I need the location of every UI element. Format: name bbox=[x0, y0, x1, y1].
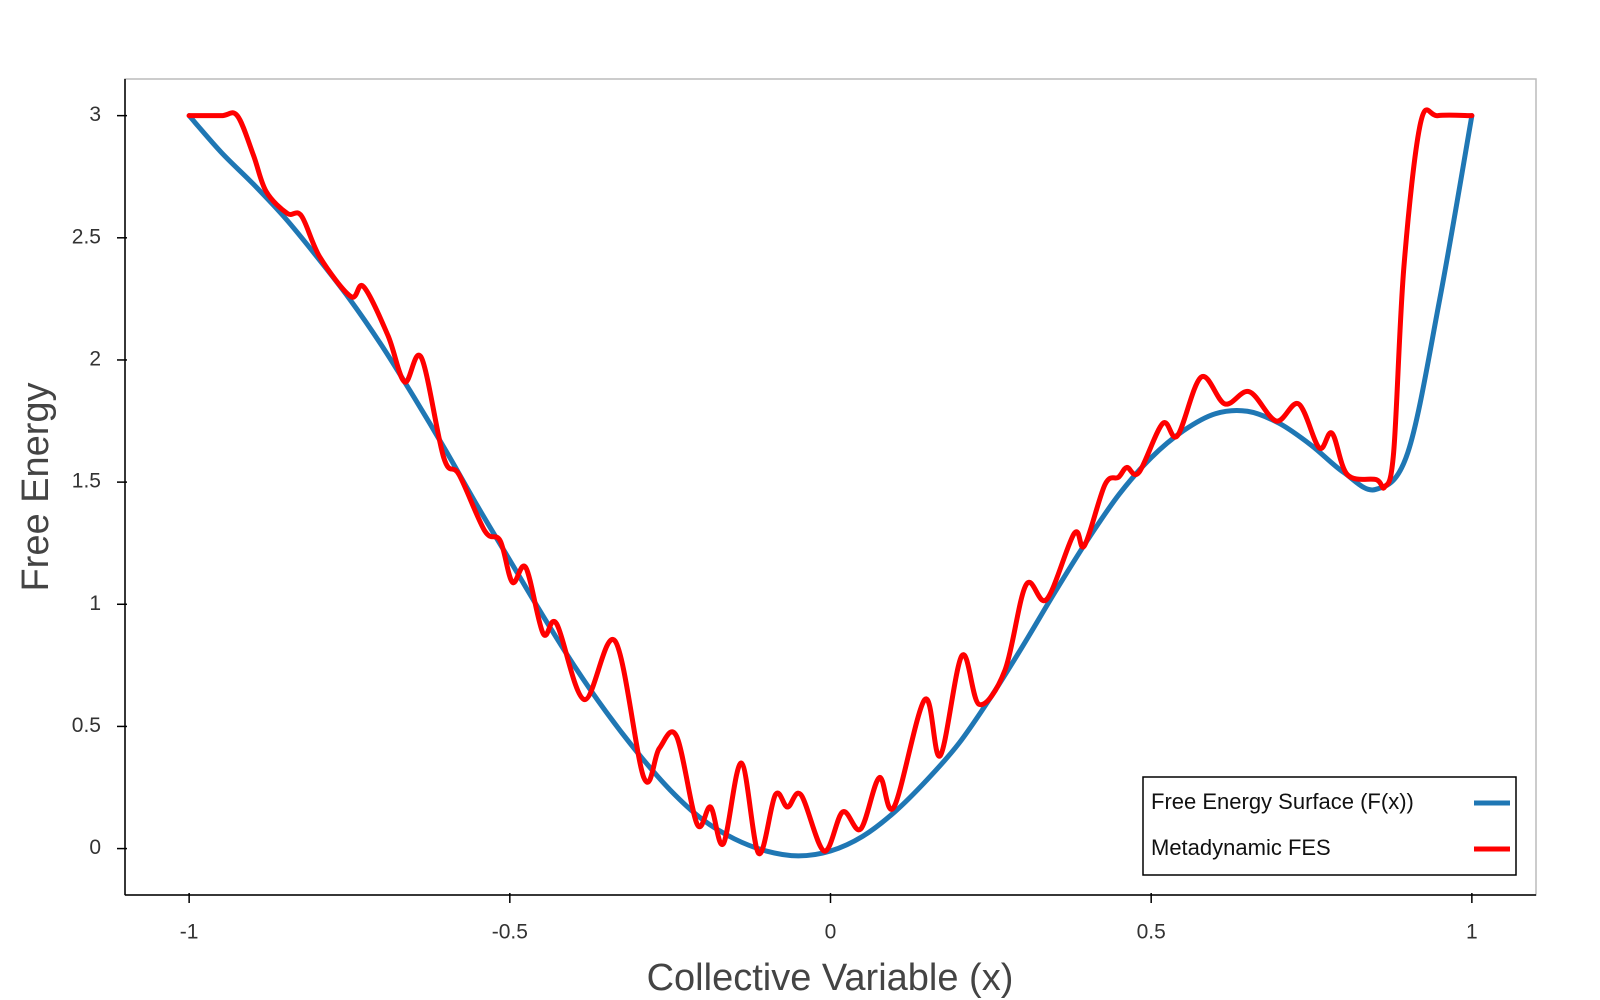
plot-frame bbox=[124, 78, 1537, 896]
x-tick-label: -0.5 bbox=[492, 921, 528, 944]
legend-label: Free Energy Surface (F(x)) bbox=[1151, 789, 1414, 814]
x-axis-label: Collective Variable (x) bbox=[647, 957, 1014, 999]
x-tick-label: -1 bbox=[180, 921, 199, 944]
legend-label: Metadynamic FES bbox=[1151, 835, 1331, 860]
y-tick-label: 2 bbox=[89, 348, 101, 371]
y-tick-label: 1 bbox=[89, 592, 101, 615]
y-tick-label: 3 bbox=[89, 103, 101, 126]
legend-box bbox=[1142, 776, 1517, 876]
x-tick-label: 0 bbox=[825, 921, 837, 944]
y-tick-label: 0 bbox=[89, 836, 101, 859]
x-tick-label: 0.5 bbox=[1137, 921, 1166, 944]
y-tick-label: 1.5 bbox=[72, 470, 101, 493]
series-line bbox=[186, 107, 1475, 856]
y-tick-label: 2.5 bbox=[72, 225, 101, 248]
series-line bbox=[186, 113, 1475, 859]
y-axis-label: Free Energy bbox=[15, 382, 57, 591]
y-tick-label: 0.5 bbox=[72, 714, 101, 737]
x-tick-label: 1 bbox=[1466, 921, 1478, 944]
